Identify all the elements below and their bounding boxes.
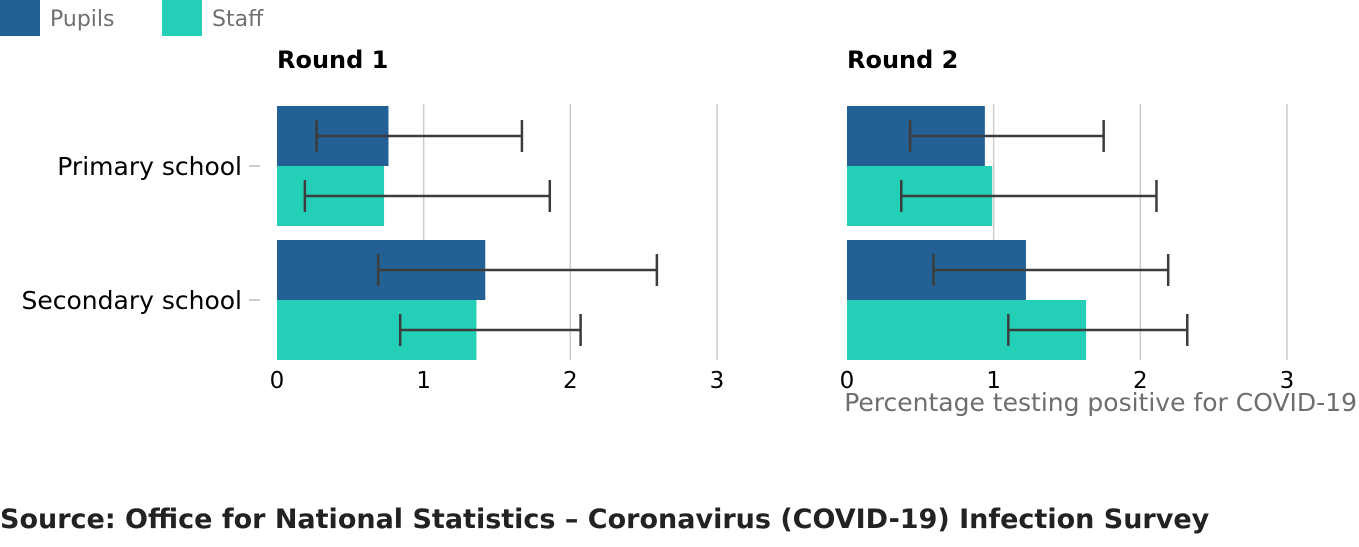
x-tick-label: 1: [986, 368, 1001, 394]
panel-title: Round 2: [847, 46, 958, 74]
x-tick-label: 0: [840, 368, 855, 394]
legend-label-pupils: Pupils: [50, 7, 114, 32]
legend-label-staff: Staff: [212, 7, 264, 32]
x-tick-label: 2: [1133, 368, 1148, 394]
source-note: Source: Office for National Statistics –…: [0, 504, 1210, 535]
x-tick-label: 1: [416, 368, 431, 394]
legend-swatch-staff: [162, 0, 202, 36]
x-tick-label: 0: [270, 368, 285, 394]
x-axis-title: Percentage testing positive for COVID-19: [844, 388, 1357, 417]
chart-panels: Round 1 Primary school Secondary school 0 1 2…: [22, 46, 1358, 417]
category-label: Primary school: [57, 152, 242, 181]
x-tick-label: 3: [710, 368, 725, 394]
panel-title: Round 1: [277, 46, 388, 74]
x-tick-label: 3: [1280, 368, 1295, 394]
legend: Pupils Staff: [0, 0, 264, 36]
legend-swatch-pupils: [0, 0, 40, 36]
chart: Pupils Staff Round 1 Primary school Seconda…: [0, 0, 1358, 417]
category-label: Secondary school: [22, 286, 243, 315]
x-tick-label: 2: [563, 368, 578, 394]
panel-1: Round 1 Primary school Secondary school 0 1 2…: [22, 46, 725, 394]
